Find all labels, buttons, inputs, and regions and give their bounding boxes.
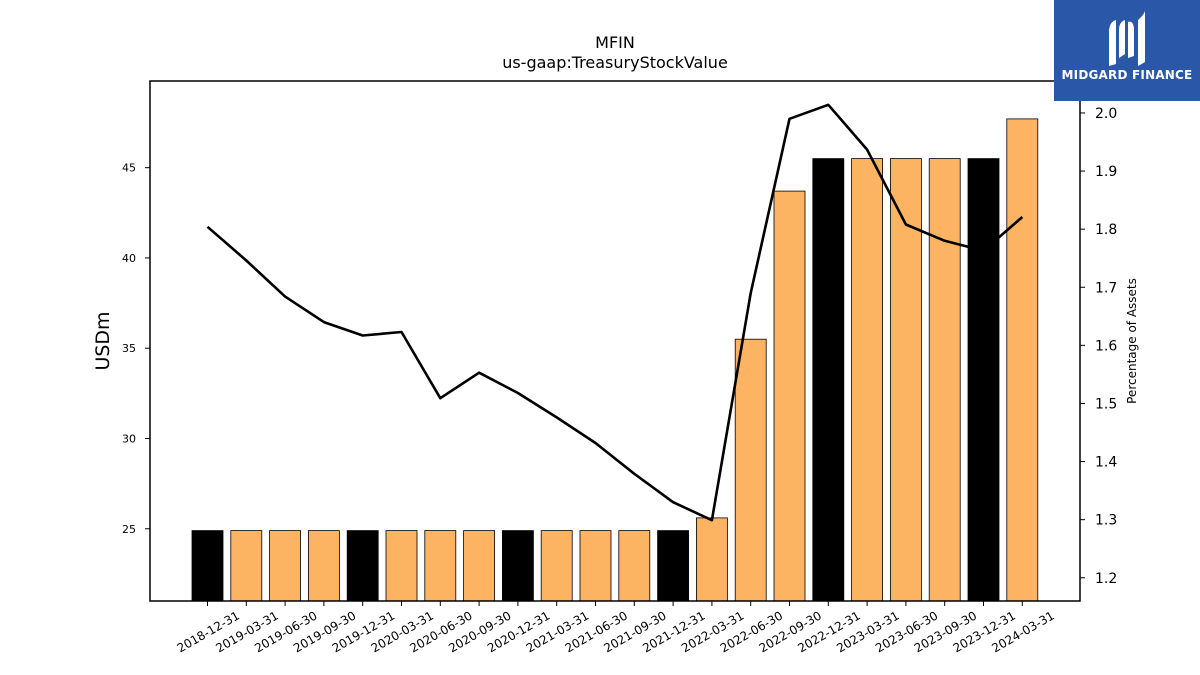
bar [191, 530, 224, 602]
bar [230, 530, 263, 602]
brand-logo: MIDGARD FINANCE [1054, 0, 1200, 101]
bar [463, 530, 496, 602]
bar [928, 158, 961, 602]
plot-frame [149, 80, 1081, 602]
bar [812, 158, 845, 602]
x-axis-ticks: 2018-12-312019-03-312019-06-302019-09-30… [175, 601, 1057, 655]
y2-tick-label: 1.7 [1095, 280, 1117, 296]
bar [579, 530, 612, 602]
bar [1006, 118, 1039, 602]
bar-series [191, 118, 1039, 602]
y2-tick-label: 1.3 [1095, 513, 1117, 529]
y2-tick-label: 2.0 [1095, 106, 1117, 122]
line-series [206, 103, 1024, 522]
chart-subtitle: us-gaap:TreasuryStockValue [502, 53, 728, 72]
bar [307, 530, 340, 602]
y2-tick-label: 1.8 [1095, 222, 1117, 238]
y2-tick-label: 1.2 [1095, 571, 1117, 587]
y-tick-label: 45 [122, 162, 136, 175]
y2-tick-label: 1.6 [1095, 338, 1117, 354]
y-tick-label: 30 [122, 433, 136, 446]
chart-title: MFIN [595, 33, 635, 52]
bar [734, 338, 767, 602]
bar [696, 517, 728, 602]
y2-tick-label: 1.9 [1095, 164, 1117, 180]
y2-tick-label: 1.5 [1095, 396, 1117, 412]
midgard-logo-icon [1109, 10, 1145, 66]
bar [424, 530, 457, 602]
y-tick-label: 40 [122, 252, 136, 265]
bar [773, 190, 806, 602]
y-tick-label: 35 [122, 342, 136, 355]
line-series-path [206, 103, 1024, 522]
y-axis-label: USDm [92, 311, 114, 370]
y2-tick-label: 1.4 [1095, 455, 1117, 471]
bar [346, 530, 379, 602]
bar [540, 530, 573, 602]
y2-axis-label: Percentage of Assets [1125, 278, 1139, 404]
y-tick-label: 25 [122, 523, 136, 536]
logo-text: MIDGARD FINANCE [1061, 68, 1193, 82]
bar [385, 530, 418, 602]
y-axis-ticks: 25 30 35 40 45 [122, 162, 150, 536]
y2-axis-ticks: 1.2 1.3 1.4 1.5 1.6 1.7 1.8 1.9 2.0 [1080, 106, 1117, 587]
bar [501, 530, 534, 602]
bar [618, 530, 651, 602]
bar [851, 158, 883, 602]
bar [967, 158, 1000, 602]
bar [269, 530, 302, 602]
bar [890, 158, 922, 602]
bar [657, 530, 689, 602]
